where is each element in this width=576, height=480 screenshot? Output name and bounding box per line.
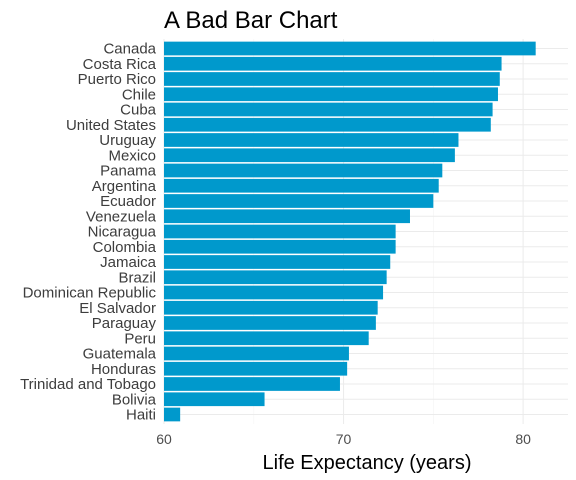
bar-ecuador	[164, 194, 434, 208]
x-tick-label: 80	[515, 431, 531, 447]
bar-honduras	[164, 361, 348, 376]
bar-puerto-rico	[164, 72, 500, 86]
bar-venezuela	[164, 209, 410, 224]
category-label: Honduras	[91, 361, 156, 378]
x-tick-label: 60	[156, 431, 172, 447]
bar-guatemala	[164, 346, 349, 361]
bar-united-states	[164, 117, 491, 132]
category-label: Paraguay	[92, 315, 157, 332]
category-label: Brazil	[118, 269, 156, 286]
x-tick-labels: 60 70 80	[156, 431, 531, 447]
category-label: El Salvador	[79, 300, 156, 317]
bar-peru	[164, 331, 369, 346]
category-label: Uruguay	[99, 132, 156, 149]
category-label: Mexico	[108, 147, 156, 164]
category-label: Bolivia	[112, 391, 157, 408]
x-axis-title: Life Expectancy (years)	[263, 452, 472, 474]
x-tick-label: 70	[336, 431, 352, 447]
category-label: Trinidad and Tobago	[20, 376, 156, 393]
bar-paraguay	[164, 316, 376, 330]
bar-dominican-republic	[164, 285, 384, 300]
category-label: Dominican Republic	[23, 285, 157, 302]
category-label: Panama	[100, 163, 157, 180]
category-label: Canada	[103, 41, 156, 58]
category-label: Colombia	[93, 239, 157, 256]
category-label: Costa Rica	[83, 56, 157, 73]
bar-panama	[164, 163, 443, 178]
bar-chile	[164, 87, 498, 102]
category-label: United States	[66, 117, 156, 134]
bar-jamaica	[164, 255, 391, 269]
category-label: Peru	[124, 330, 156, 347]
category-label: Argentina	[92, 178, 157, 195]
category-label: Nicaragua	[88, 224, 157, 241]
category-label: Cuba	[120, 102, 157, 119]
bar-colombia	[164, 239, 396, 254]
bar-uruguay	[164, 133, 459, 147]
bar-canada	[164, 41, 536, 56]
bars	[164, 41, 536, 422]
bar-costa-rica	[164, 56, 502, 71]
category-label: Chile	[122, 86, 156, 103]
category-label: Jamaica	[100, 254, 157, 271]
category-label: Guatemala	[83, 346, 157, 363]
bar-cuba	[164, 102, 493, 117]
bar-haiti	[164, 407, 181, 422]
category-label: Ecuador	[100, 193, 156, 210]
bar-trinidad-and-tobago	[164, 377, 340, 391]
category-label: Puerto Rico	[78, 71, 156, 88]
bar-nicaragua	[164, 224, 396, 239]
chart-title: A Bad Bar Chart	[164, 7, 338, 34]
bar-bolivia	[164, 392, 265, 407]
bar-brazil	[164, 270, 387, 285]
bar-argentina	[164, 178, 439, 193]
category-label: Haiti	[126, 407, 156, 424]
bar-mexico	[164, 148, 455, 163]
category-label: Venezuela	[86, 208, 157, 225]
bar-el-salvador	[164, 300, 378, 315]
